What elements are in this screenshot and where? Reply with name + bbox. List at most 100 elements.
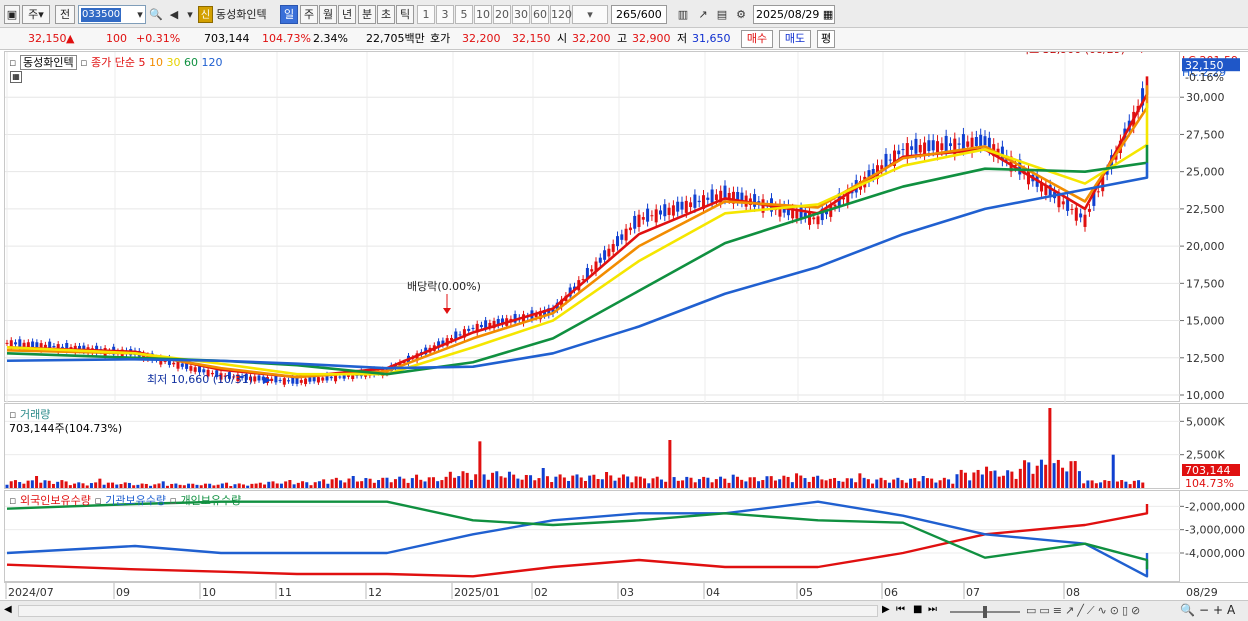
volume-bar: [630, 482, 634, 488]
volume-bar: [904, 482, 908, 488]
volume-value: 703,144: [204, 32, 250, 45]
volume-bar: [292, 484, 296, 488]
horizontal-scrollbar[interactable]: [18, 605, 878, 617]
candle-body: [791, 208, 795, 219]
zoom-tools-icon[interactable]: 🔍−+A: [1180, 603, 1240, 617]
volume-bar: [64, 481, 68, 488]
volume-bar: [562, 477, 566, 488]
period-year-button[interactable]: 년: [338, 5, 356, 24]
stop-icon[interactable]: ■: [913, 604, 923, 615]
volume-bar: [106, 482, 110, 488]
interval-10-button[interactable]: 10: [474, 5, 492, 24]
interval-120-button[interactable]: 120: [550, 5, 572, 24]
price-legend: ▫ 동성화인텍 ▫ 종가 단순 5 10 30 60 120: [9, 54, 223, 70]
candle-body: [676, 201, 680, 212]
volume-bar: [56, 481, 60, 488]
volume-bar: [689, 477, 693, 488]
code-dropdown-icon[interactable]: ▾: [137, 8, 143, 21]
period-day-button[interactable]: 일: [280, 5, 298, 24]
volume-bar: [1090, 480, 1094, 488]
interval-20-button[interactable]: 20: [493, 5, 511, 24]
candle-body: [641, 217, 645, 220]
interval-custom-select[interactable]: ▾: [572, 5, 608, 24]
speaker-icon[interactable]: ◀: [169, 8, 179, 21]
draw-tool-icon[interactable]: ↗: [698, 8, 708, 21]
sell-button[interactable]: 매도: [779, 30, 811, 48]
candle-body: [454, 331, 458, 340]
period-month-button[interactable]: 월: [319, 5, 337, 24]
volume-bar: [431, 477, 435, 488]
volume-bar: [1103, 480, 1107, 488]
candle-body: [219, 373, 223, 380]
period-minute-button[interactable]: 분: [358, 5, 376, 24]
buy-button[interactable]: 매수: [741, 30, 773, 48]
period-tick-button[interactable]: 틱: [396, 5, 414, 24]
interval-60-button[interactable]: 60: [531, 5, 549, 24]
scroll-left-icon[interactable]: ◀: [4, 604, 12, 615]
candle-type-icon[interactable]: ▥: [677, 8, 689, 21]
candle-body: [820, 208, 824, 221]
period-second-button[interactable]: 초: [377, 5, 395, 24]
volume-value-label: 703,144주(104.73%): [9, 422, 123, 435]
candle-body: [799, 207, 803, 219]
gear-icon[interactable]: ⚙: [736, 8, 746, 21]
candle-body: [740, 192, 744, 203]
search-icon[interactable]: 🔍: [149, 8, 163, 21]
volume-bar: [1077, 471, 1081, 488]
candle-body: [236, 374, 240, 382]
interval-1-button[interactable]: 1: [417, 5, 435, 24]
calendar-icon[interactable]: ▦: [822, 8, 834, 21]
holdings-panel[interactable]: ▫ 외국인보유수량 ▫ 기관보유수량 ▫ 개인보유수량: [4, 490, 1181, 582]
eval-button[interactable]: 평: [817, 30, 835, 48]
volume-bar: [773, 480, 777, 488]
stock-code-input[interactable]: 033500: [78, 5, 146, 24]
interval-3-button[interactable]: 3: [436, 5, 454, 24]
volume-bar: [1006, 470, 1010, 488]
scroll-right-icon[interactable]: ▶: [882, 604, 890, 615]
skip-forward-icon[interactable]: ⏭: [928, 604, 937, 615]
interval-30-button[interactable]: 30: [512, 5, 530, 24]
dropdown-icon[interactable]: ▾: [187, 8, 193, 21]
volume-bar: [778, 479, 782, 488]
volume-bar: [799, 475, 803, 488]
prev-button[interactable]: 전: [55, 5, 75, 24]
candle-body: [1026, 170, 1030, 185]
volume-bar: [85, 485, 89, 488]
volume-bar: [478, 441, 482, 488]
candle-body: [607, 248, 611, 257]
candle-body: [966, 141, 970, 147]
save-icon[interactable]: ▤: [716, 8, 728, 21]
volume-bar: [465, 472, 469, 488]
skip-back-icon[interactable]: ⏮: [896, 604, 905, 615]
change-value: 100: [106, 32, 127, 45]
candle-body: [1040, 182, 1044, 192]
volume-bar: [410, 478, 414, 488]
interval-5-button[interactable]: 5: [455, 5, 473, 24]
legend-ma10: 10: [149, 56, 164, 69]
volume-badge-pct: 104.73%: [1185, 477, 1234, 490]
price-panel[interactable]: 최고 32,900 (08/29) 최저 10,660 (10/31) 배당락(0.…: [4, 51, 1181, 403]
volume-bar: [875, 479, 879, 488]
volume-bar: [115, 484, 119, 488]
date-input[interactable]: 2025/08/29 ▦: [753, 5, 835, 24]
candle-body: [654, 209, 658, 223]
volume-bar: [672, 477, 676, 488]
market-select[interactable]: 주▾: [22, 5, 50, 24]
zoom-slider-handle[interactable]: [983, 606, 987, 618]
price-chart: 최고 32,900 (08/29) 최저 10,660 (10/31) 배당락(0.…: [5, 52, 1181, 403]
candle-body: [142, 353, 146, 360]
volume-bar: [963, 472, 967, 488]
chart-tools-icons[interactable]: ▭▭≡↗╱⟋∿⊙▯⊘: [1026, 604, 1144, 617]
candle-body: [52, 345, 56, 348]
layout-icon[interactable]: ▣: [4, 5, 20, 24]
candle-body: [611, 244, 615, 252]
legend-marker-icon: ▫: [94, 494, 102, 507]
volume-bar: [389, 482, 393, 488]
grid-toggle-icon[interactable]: ▦: [10, 71, 22, 83]
volume-bar: [427, 477, 431, 488]
count-input[interactable]: 265/600: [611, 5, 667, 24]
candle-body: [812, 217, 816, 220]
volume-bar: [588, 475, 592, 488]
volume-panel[interactable]: ▫ 거래량 703,144주(104.73%): [4, 403, 1181, 489]
period-week-button[interactable]: 주: [300, 5, 318, 24]
